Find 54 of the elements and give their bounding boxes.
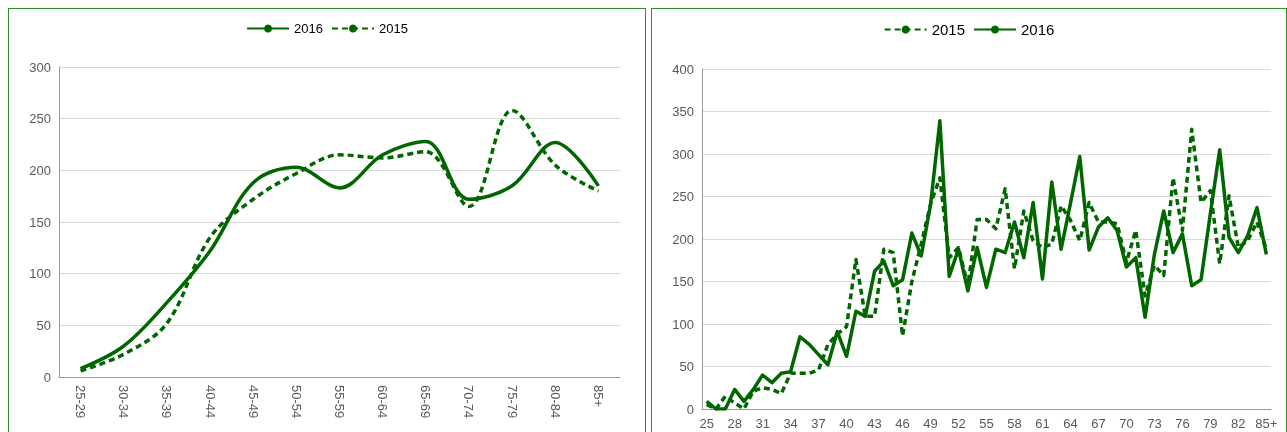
x-tick-label: 35-39	[159, 385, 175, 419]
y-tick-label: 400	[672, 61, 694, 77]
legend-label: 2016	[294, 21, 323, 36]
x-tick-label: 58	[1007, 416, 1022, 431]
x-tick-label: 82	[1231, 416, 1246, 431]
legend-label: 2015	[931, 21, 966, 38]
x-tick-label: 49	[923, 416, 938, 431]
y-tick-label: 150	[672, 274, 694, 289]
x-tick-label: 46	[895, 416, 910, 431]
x-tick-label: 25	[699, 416, 714, 431]
y-tick-label: 250	[29, 111, 51, 127]
x-tick-label: 28	[727, 416, 742, 431]
y-tick-label: 0	[686, 401, 694, 417]
y-tick-label: 300	[29, 59, 51, 75]
legend-label: 2015	[379, 21, 408, 36]
y-tick-label: 100	[672, 316, 694, 332]
x-tick-label: 34	[783, 416, 798, 431]
y-tick-label: 0	[43, 369, 51, 385]
x-tick-label: 70-74	[461, 385, 477, 419]
x-tick-label: 61	[1035, 416, 1050, 431]
y-tick-label: 150	[29, 214, 51, 230]
y-tick-label: 350	[672, 104, 694, 119]
x-tick-label: 40-44	[202, 385, 218, 419]
y-tick-label: 100	[29, 266, 51, 282]
y-tick-label: 200	[29, 162, 51, 178]
x-tick-label: 79	[1203, 416, 1218, 431]
y-tick-label: 50	[679, 359, 694, 374]
x-tick-label: 76	[1175, 416, 1190, 431]
x-tick-label: 31	[755, 416, 770, 431]
x-tick-label: 60-64	[375, 385, 391, 419]
y-tick-label: 300	[672, 146, 694, 162]
x-tick-label: 30-34	[116, 385, 132, 419]
x-tick-label: 55	[979, 416, 994, 431]
x-tick-label: 80-84	[547, 385, 563, 419]
x-tick-label: 75-79	[504, 385, 520, 419]
x-tick-label: 73	[1147, 416, 1162, 431]
x-tick-label: 37	[811, 416, 826, 431]
y-tick-label: 250	[672, 189, 694, 204]
x-tick-label: 85+	[590, 385, 606, 408]
x-tick-label: 64	[1063, 416, 1078, 431]
y-tick-label: 50	[36, 317, 51, 333]
x-tick-label: 70	[1119, 416, 1134, 431]
x-tick-label: 40	[839, 416, 854, 431]
x-tick-label: 67	[1091, 416, 1106, 431]
x-tick-label: 65-69	[418, 385, 434, 419]
x-tick-label: 50-54	[288, 385, 304, 419]
y-tick-label: 200	[672, 231, 694, 247]
x-tick-label: 52	[951, 416, 966, 431]
x-tick-label: 85+	[1255, 416, 1278, 431]
x-tick-label: 25-29	[73, 385, 89, 419]
x-tick-label: 55-59	[332, 385, 347, 419]
x-tick-label: 45-49	[245, 385, 261, 419]
x-tick-label: 43	[867, 416, 882, 431]
legend-label: 2016	[1021, 21, 1055, 38]
